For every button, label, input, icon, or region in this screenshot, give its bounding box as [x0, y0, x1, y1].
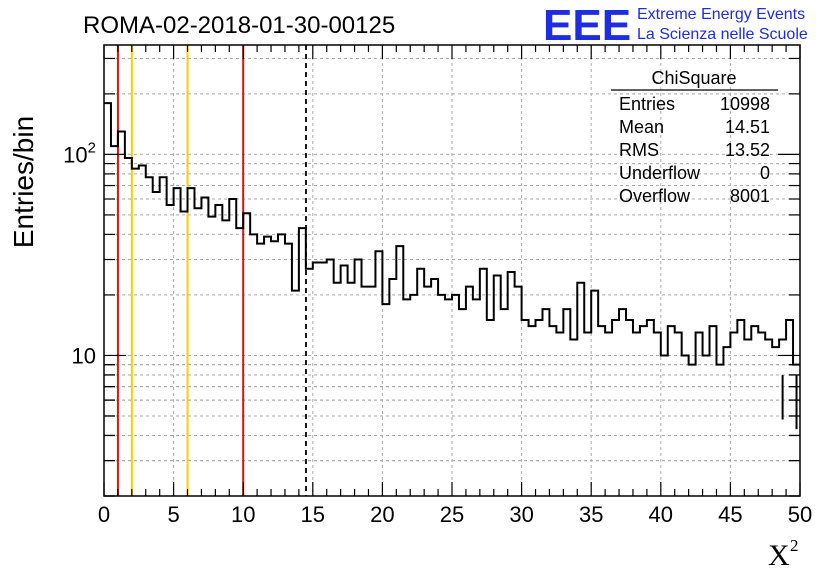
y-tick-label: 102	[63, 139, 96, 167]
x-axis-title-superscript: 2	[790, 536, 799, 555]
reference-lines	[116, 45, 307, 496]
stats-row-value: 0	[760, 163, 770, 183]
x-tick-label: 15	[301, 502, 325, 527]
x-tick-label: 5	[167, 502, 179, 527]
axes: 0 5 10 15 20 25 30 35 40 45 50 10 102	[63, 45, 812, 527]
stats-box-rows: Entries 10998 Mean 14.51 RMS 13.52 Underflow 0 O…	[619, 94, 770, 206]
logo-line-1: Extreme Energy Events	[637, 6, 805, 23]
x-tick-label: 30	[509, 502, 533, 527]
histogram-outline	[104, 102, 800, 366]
stats-row-value: 10998	[720, 94, 770, 114]
y-tick-label: 10	[72, 343, 96, 368]
x-axis-title-base: X	[768, 539, 790, 572]
logo-mark: EEE	[543, 1, 631, 50]
x-axis-title: X 2	[768, 536, 799, 572]
stats-row-label: Mean	[619, 117, 664, 137]
stats-row-label: RMS	[619, 140, 659, 160]
plot-frame	[103, 44, 801, 497]
stats-row-value: 8001	[730, 186, 770, 206]
stats-row-value: 13.52	[725, 140, 770, 160]
chart-title: ROMA-02-2018-01-30-00125	[83, 12, 395, 39]
stats-row-label: Entries	[619, 94, 675, 114]
x-tick-label: 40	[649, 502, 673, 527]
x-tick-label: 0	[98, 502, 110, 527]
x-tick-label: 20	[370, 502, 394, 527]
eee-logo: EEE Extreme Energy Events La Scienza nel…	[543, 1, 808, 50]
stats-row-value: 14.51	[725, 117, 770, 137]
x-tick-label: 25	[440, 502, 464, 527]
logo-line-2: La Scienza nelle Scuole	[637, 26, 808, 43]
stats-box-title: ChiSquare	[651, 68, 736, 88]
x-tick-label: 10	[231, 502, 255, 527]
stats-row-label: Underflow	[619, 163, 701, 183]
stats-box: ChiSquare Entries 10998 Mean 14.51 RMS 13.52 U…	[611, 68, 778, 206]
x-tick-label: 50	[788, 502, 812, 527]
grid	[104, 45, 800, 497]
stats-row-label: Overflow	[619, 186, 691, 206]
x-tick-label: 35	[579, 502, 603, 527]
histogram-series	[104, 102, 800, 430]
y-axis-title: Entries/bin	[8, 116, 39, 248]
x-tick-label: 45	[718, 502, 742, 527]
